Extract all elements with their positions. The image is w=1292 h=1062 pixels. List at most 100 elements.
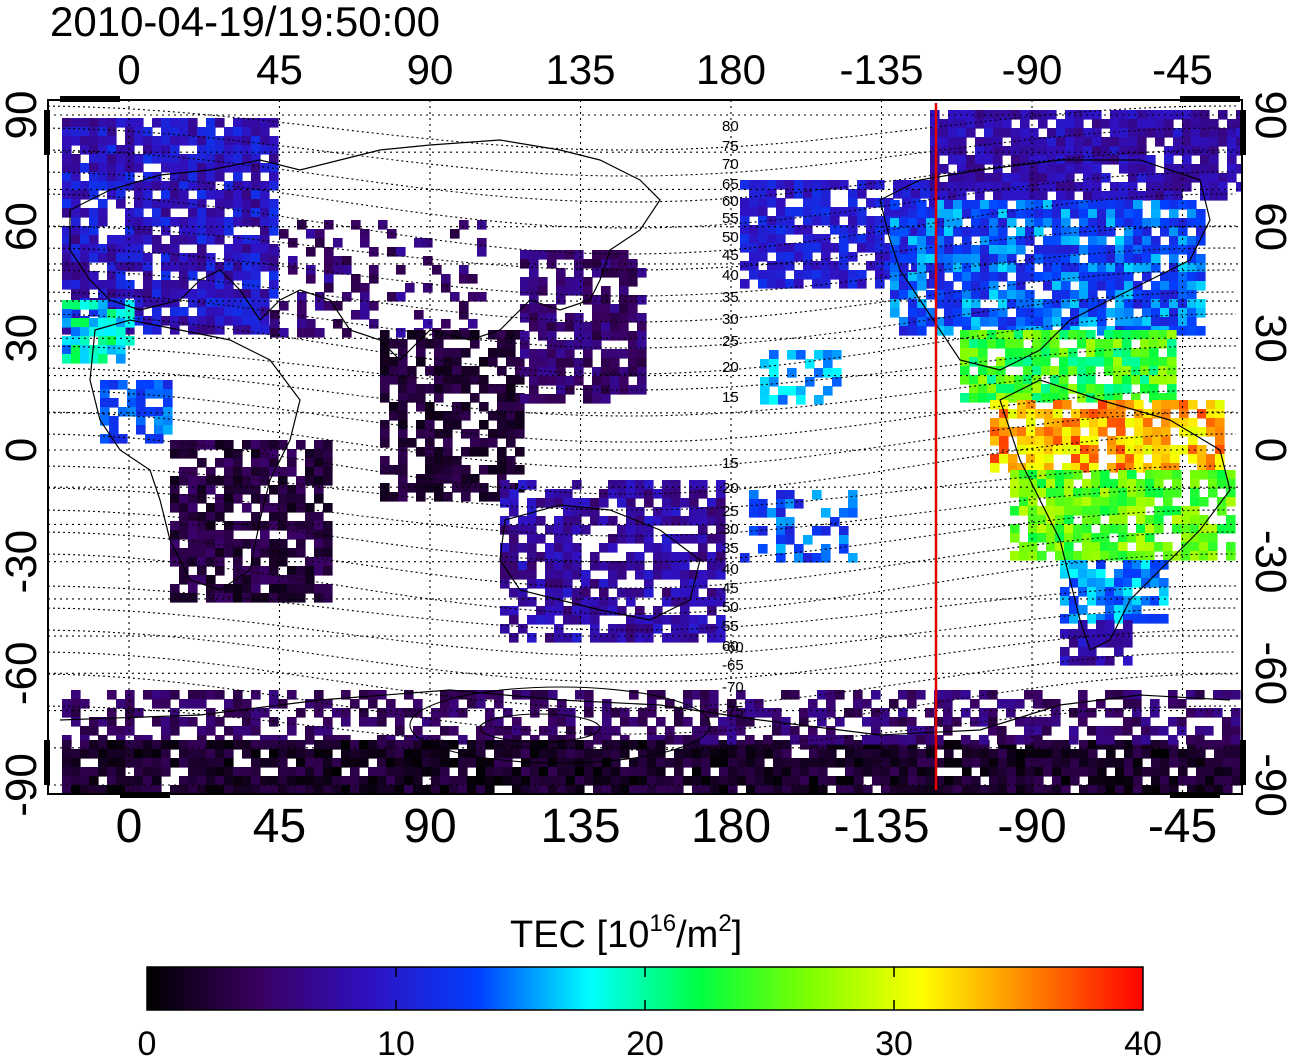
tec-cell [145,407,155,417]
tec-cell [323,557,333,567]
tec-cell [871,690,881,700]
tec-cell [143,199,153,209]
tec-cell [1181,533,1191,543]
tec-cell [116,154,126,164]
tec-cell [1079,209,1089,219]
tec-cell [830,517,840,527]
tec-cell [1024,690,1034,700]
tec-cell [440,740,450,750]
tec-cell [62,740,72,750]
tec-cell [497,474,507,484]
tec-cell [416,348,426,358]
tec-cell [443,420,453,430]
tec-cell [116,758,126,768]
tec-cell [143,735,153,745]
tec-cell [251,458,261,468]
tec-cell [323,539,333,549]
tec-cell [599,588,609,598]
tec-cell [782,785,792,794]
tec-cell [944,263,954,273]
tec-cell [746,767,756,777]
tec-cell [626,498,636,508]
tec-cell [1123,699,1133,709]
tec-cell [890,299,900,309]
tec-cell [563,534,573,544]
tec-cell [107,776,117,786]
tec-cell [1149,330,1159,340]
tec-cell [1096,578,1106,588]
tec-cell [179,557,189,567]
tec-cell [89,181,99,191]
tec-cell [728,767,738,777]
tec-cell [206,530,216,540]
tec-cell [563,543,573,553]
tec-cell [989,290,999,300]
tec-cell [1100,470,1110,480]
map-frame [47,99,1243,795]
tec-cell [1187,263,1197,273]
tec-cell [89,145,99,155]
tec-cell [866,216,876,226]
tec-cell [1052,317,1062,327]
tec-cell [635,507,645,517]
tec-cell [1097,281,1107,291]
tec-cell [1222,717,1232,727]
tec-cell [749,207,759,217]
tec-cell [943,708,953,718]
tec-cell [515,420,525,430]
tec-cell [509,588,519,598]
tec-cell [224,776,234,786]
tec-cell [1182,146,1192,156]
tec-cell [423,319,433,329]
tec-cell [314,530,324,540]
tec-cell [520,277,530,287]
tec-cell [62,271,72,281]
tec-cell [556,385,566,395]
tec-cell [1178,281,1188,291]
contour-label: 75 [722,138,739,155]
tec-cell [957,164,967,174]
tec-cell [826,699,836,709]
tec-cell [1062,436,1072,446]
tec-cell [413,740,423,750]
tec-cell [206,726,216,736]
tec-cell [989,308,999,318]
tec-cell [998,263,1008,273]
tec-cell [1113,384,1123,394]
tec-cell [908,749,918,759]
tec-cell [270,328,280,338]
tec-cell [749,234,759,244]
tec-cell [966,164,976,174]
tec-cell [749,261,759,271]
tec-cell [1196,263,1206,273]
tec-cell [554,525,564,535]
tec-cell [647,740,657,750]
tec-cell [425,465,435,475]
tec-cell [1096,638,1106,648]
tec-cell [536,552,546,562]
tec-cell [359,690,369,700]
tec-cell [233,767,243,777]
tec-cell [476,690,486,700]
tec-cell [662,633,672,643]
tec-cell [197,699,207,709]
tec-cell [908,308,918,318]
tec-cell [520,304,530,314]
tec-cell [863,758,873,768]
tec-cell [1016,308,1026,318]
tec-cell [1097,200,1107,210]
tec-cell [629,758,639,768]
tec-cell [835,690,845,700]
tec-cell [1137,191,1147,201]
tec-cell [71,717,81,727]
tec-cell [1218,191,1228,201]
tec-cell [1029,146,1039,156]
tec-cell [360,310,370,320]
tec-cell [719,767,729,777]
tec-cell [152,199,162,209]
tec-cell [109,380,119,390]
tec-cell [197,476,207,486]
tec-cell [1051,717,1061,727]
tec-cell [584,699,594,709]
tec-cell [477,247,487,257]
